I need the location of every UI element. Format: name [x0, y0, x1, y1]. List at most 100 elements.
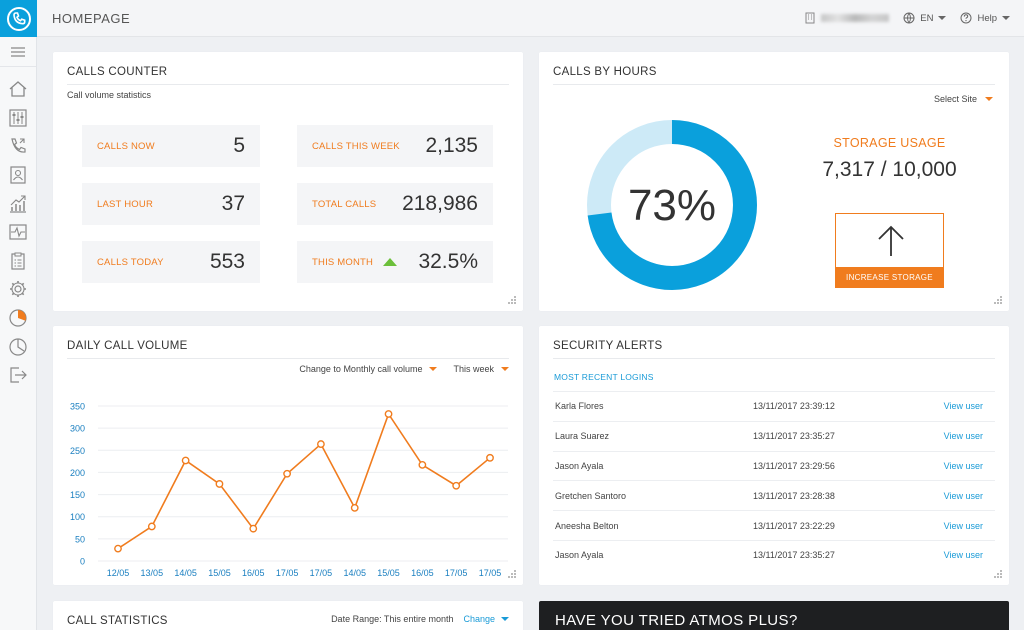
view-user-link[interactable]: View user: [943, 520, 983, 531]
table-row: Jason Ayala 13/11/2017 23:29:56 View user: [553, 450, 995, 481]
storage-usage-label: STORAGE USAGE: [833, 136, 946, 150]
x-tick-label: 14/05: [174, 568, 197, 578]
resize-grip-icon[interactable]: [507, 295, 517, 305]
resize-grip-icon[interactable]: [507, 569, 517, 579]
view-user-link[interactable]: View user: [943, 490, 983, 501]
language-selector[interactable]: EN: [903, 12, 947, 24]
select-site-dropdown[interactable]: Select Site: [934, 94, 993, 104]
stat-total-calls: TOTAL CALLS 218,986: [297, 183, 493, 225]
storage-usage-value: 7,317 / 10,000: [822, 158, 957, 181]
view-user-link[interactable]: View user: [943, 460, 983, 471]
data-point[interactable]: [114, 544, 122, 553]
panel-title: DAILY CALL VOLUME: [67, 340, 188, 352]
data-point[interactable]: [147, 522, 156, 531]
chevron-down-icon: [985, 97, 993, 101]
data-point[interactable]: [384, 410, 393, 418]
view-user-link[interactable]: View user: [943, 550, 983, 561]
mixer-icon[interactable]: [0, 104, 36, 133]
x-tick-label: 14/05: [343, 568, 366, 578]
y-tick-label: 150: [70, 490, 85, 500]
view-user-link[interactable]: View user: [943, 401, 983, 412]
resize-grip-icon[interactable]: [993, 569, 1003, 579]
change-range-button[interactable]: Change: [463, 614, 509, 624]
stat-value: 553: [209, 250, 245, 273]
date-range-label: Date Range: This entire month: [331, 614, 454, 624]
home-icon[interactable]: [0, 75, 36, 104]
atmos-plus-promo[interactable]: HAVE YOU TRIED ATMOS PLUS?: [539, 601, 1009, 630]
alert-time: 13/11/2017 23:29:56: [753, 460, 835, 471]
header-actions: EN Help: [804, 12, 1010, 24]
trend-chart-icon[interactable]: [0, 189, 36, 218]
stat-value: 218,986: [402, 192, 478, 215]
security-alerts-panel: SECURITY ALERTS MOST RECENT LOGINS Karla…: [539, 326, 1009, 585]
data-point[interactable]: [350, 503, 359, 512]
data-point[interactable]: [249, 524, 258, 533]
stat-label: CALLS THIS WEEK: [312, 140, 400, 152]
recent-logins-heading: MOST RECENT LOGINS: [554, 372, 654, 382]
view-user-link[interactable]: View user: [943, 431, 983, 442]
pulse-icon[interactable]: [0, 218, 36, 247]
sidebar: [0, 0, 37, 630]
calls-by-hours-panel: CALLS BY HOURS Select Site 73% STORAGE U…: [539, 52, 1009, 311]
top-header: HOMEPAGE EN Help: [37, 0, 1024, 37]
account-menu[interactable]: [804, 12, 890, 24]
data-point[interactable]: [283, 469, 291, 478]
language-label: EN: [920, 12, 934, 24]
stat-label: CALLS NOW: [97, 140, 155, 152]
table-row: Jason Ayala 13/11/2017 23:35:27 View user: [553, 540, 995, 570]
x-tick-label: 15/05: [208, 568, 231, 578]
data-point[interactable]: [181, 456, 190, 465]
table-row: Karla Flores 13/11/2017 23:39:12 View user: [553, 391, 995, 421]
stat-this-month: THIS MONTH 32.5%: [297, 241, 493, 283]
y-tick-label: 100: [70, 512, 85, 522]
series-line: [117, 412, 491, 550]
calls-counter-panel: CALLS COUNTER Call volume statistics CAL…: [53, 52, 523, 311]
stat-value: 2,135: [425, 134, 478, 157]
chevron-down-icon: [429, 367, 438, 371]
increase-storage-button[interactable]: INCREASE STORAGE: [835, 213, 944, 288]
data-point[interactable]: [452, 481, 461, 490]
y-tick-label: 200: [70, 468, 85, 478]
alert-time: 13/11/2017 23:28:38: [753, 490, 835, 501]
range-dropdown[interactable]: This week: [453, 364, 509, 374]
y-tick-label: 250: [70, 446, 85, 456]
divider: [553, 358, 995, 359]
data-point[interactable]: [215, 480, 224, 488]
alert-name: Aneesha Belton: [555, 520, 619, 531]
x-tick-label: 13/05: [141, 568, 164, 578]
logo-icon[interactable]: [0, 0, 37, 37]
data-point[interactable]: [317, 440, 325, 448]
usage-donut: 73%: [587, 120, 757, 290]
gear-icon[interactable]: [0, 275, 36, 304]
resize-grip-icon[interactable]: [993, 295, 1003, 305]
clipboard-icon[interactable]: [0, 247, 36, 276]
help-menu[interactable]: Help: [960, 12, 1010, 24]
trend-up-icon: [383, 258, 398, 266]
help-icon: [960, 12, 972, 24]
monthly-toggle-dropdown[interactable]: Change to Monthly call volume: [299, 364, 438, 374]
pie-chart-icon[interactable]: [0, 304, 36, 333]
alert-time: 13/11/2017 23:35:27: [753, 431, 835, 442]
phone-icon[interactable]: [0, 132, 36, 161]
clock-pie-icon[interactable]: [0, 332, 36, 361]
stat-last-hour: LAST HOUR 37: [82, 183, 260, 225]
increase-storage-label: INCREASE STORAGE: [836, 267, 943, 287]
data-point[interactable]: [486, 453, 494, 462]
contacts-icon[interactable]: [0, 161, 36, 190]
data-point[interactable]: [418, 460, 427, 469]
page-title: HOMEPAGE: [52, 10, 131, 26]
divider: [553, 84, 995, 85]
alert-time: 13/11/2017 23:22:29: [753, 520, 835, 531]
x-tick-label: 12/05: [107, 568, 130, 578]
panel-subtitle: Call volume statistics: [67, 90, 152, 100]
menu-icon[interactable]: [0, 37, 36, 67]
stat-label: LAST HOUR: [97, 198, 153, 210]
panel-title: CALLS COUNTER: [67, 66, 168, 78]
change-label: Change: [463, 614, 495, 624]
x-tick-label: 16/05: [411, 568, 434, 578]
account-name-redacted: [821, 14, 890, 22]
logout-icon[interactable]: [0, 361, 36, 390]
stat-label: TOTAL CALLS: [312, 198, 377, 210]
y-tick-label: 300: [70, 424, 85, 434]
stat-label: CALLS TODAY: [97, 256, 164, 268]
